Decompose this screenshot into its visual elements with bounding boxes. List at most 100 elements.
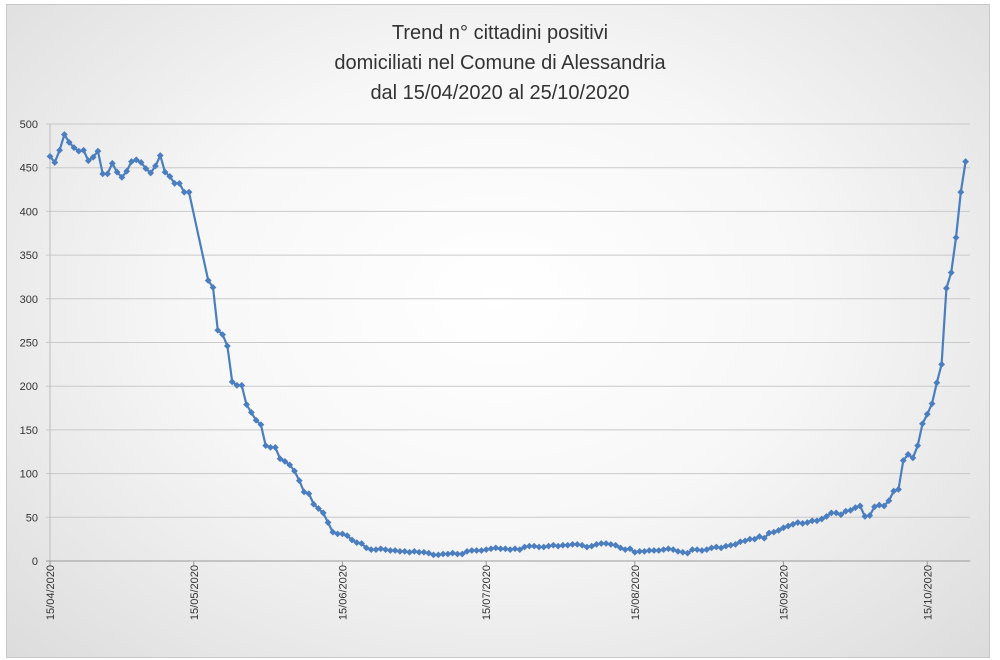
data-point — [626, 545, 634, 553]
data-point — [104, 170, 111, 178]
data-point — [923, 410, 931, 418]
data-point — [736, 538, 744, 546]
data-point — [70, 144, 78, 151]
data-point — [506, 546, 514, 554]
data-point — [823, 513, 830, 520]
data-point — [377, 545, 385, 553]
data-point — [324, 519, 332, 526]
series-line — [49, 133, 967, 557]
data-point — [521, 543, 528, 551]
data-point — [185, 188, 193, 196]
data-point — [65, 138, 73, 146]
data-point — [228, 378, 236, 386]
data-point — [933, 379, 941, 387]
data-point — [118, 173, 126, 181]
data-point — [46, 152, 54, 160]
data-point — [827, 509, 835, 517]
data-point — [693, 546, 701, 554]
x-tick-label: 15/09/2020 — [778, 565, 790, 620]
data-point — [415, 548, 423, 556]
data-point — [962, 158, 970, 165]
data-point — [295, 477, 303, 484]
data-point — [343, 532, 351, 540]
data-point — [478, 547, 485, 554]
data-point — [454, 550, 461, 558]
data-point — [180, 188, 188, 196]
data-point — [60, 131, 68, 138]
data-point — [516, 546, 524, 554]
data-point — [267, 443, 274, 451]
data-point — [808, 517, 816, 525]
y-tick-label: 250 — [20, 338, 38, 350]
data-point — [482, 546, 490, 554]
data-point — [291, 467, 298, 475]
chart-subtitle-line-1: domiciliati nel Comune di Alessandria — [334, 52, 666, 74]
data-point — [794, 519, 802, 526]
data-point — [458, 550, 466, 558]
data-point — [928, 400, 936, 408]
data-point — [597, 540, 605, 547]
data-point — [645, 547, 653, 554]
data-point — [664, 545, 672, 553]
data-point — [545, 542, 552, 550]
data-point — [430, 551, 437, 559]
data-point — [607, 540, 615, 548]
data-point — [281, 457, 289, 465]
data-point — [310, 500, 318, 508]
data-point — [75, 147, 83, 155]
data-point — [549, 541, 557, 549]
data-point — [233, 381, 241, 389]
data-point — [847, 506, 854, 514]
data-point — [602, 540, 610, 547]
data-point — [89, 153, 97, 161]
data-point — [612, 541, 620, 549]
data-point — [938, 360, 946, 368]
data-point — [439, 550, 447, 558]
x-tick-label: 15/08/2020 — [630, 565, 642, 620]
data-point — [128, 158, 135, 165]
data-point — [396, 547, 404, 555]
data-point — [641, 547, 648, 555]
data-point — [51, 159, 59, 166]
data-point — [166, 173, 174, 180]
data-point — [334, 530, 342, 538]
data-point — [765, 529, 773, 537]
data-point — [530, 542, 538, 550]
data-point — [631, 548, 639, 556]
data-point — [420, 548, 428, 556]
data-point — [425, 549, 433, 557]
data-point — [573, 540, 581, 548]
data-point — [171, 180, 179, 187]
data-point — [914, 442, 922, 450]
data-point — [679, 548, 687, 556]
data-point — [401, 547, 409, 555]
data-point — [156, 152, 164, 159]
data-point — [444, 550, 452, 558]
x-tick-label: 15/04/2020 — [45, 565, 57, 620]
data-point — [123, 167, 131, 175]
data-point — [99, 170, 107, 178]
data-point — [660, 546, 667, 554]
data-point — [818, 515, 826, 523]
data-point — [708, 544, 715, 552]
data-point — [712, 543, 720, 551]
data-point — [209, 284, 217, 291]
y-tick-label: 0 — [32, 556, 38, 568]
data-point — [473, 547, 481, 554]
data-point — [751, 535, 759, 543]
data-point — [650, 547, 658, 554]
data-point — [137, 159, 145, 166]
data-point — [305, 490, 313, 498]
data-point — [885, 497, 893, 505]
data-point — [947, 269, 955, 276]
data-point — [84, 157, 92, 165]
data-point — [132, 156, 140, 164]
data-point — [492, 544, 500, 552]
data-point — [688, 546, 696, 554]
data-point — [449, 549, 457, 557]
data-point — [56, 146, 63, 154]
data-point — [219, 331, 226, 339]
data-point — [463, 547, 471, 555]
data-point — [161, 168, 169, 176]
